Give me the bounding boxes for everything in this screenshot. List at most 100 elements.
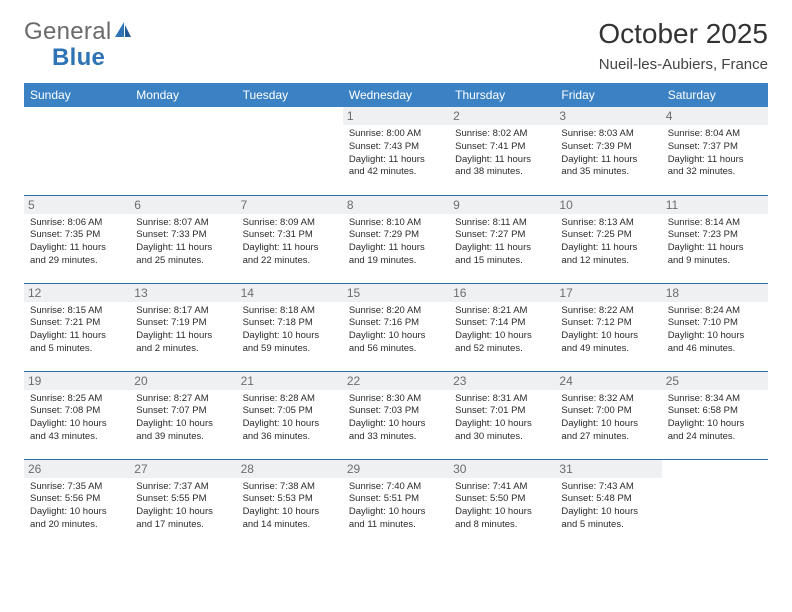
page-header: General October 2025 Nueil-les-Aubiers, … bbox=[24, 18, 768, 73]
day-number: 22 bbox=[343, 372, 449, 390]
day-cell: 9Sunrise: 8:11 AMSunset: 7:27 PMDaylight… bbox=[449, 195, 555, 283]
day-info: Sunrise: 8:03 AMSunset: 7:39 PMDaylight:… bbox=[561, 128, 655, 179]
weekday-header: Thursday bbox=[449, 83, 555, 107]
title-block: October 2025 Nueil-les-Aubiers, France bbox=[598, 18, 768, 73]
day-info: Sunrise: 7:35 AMSunset: 5:56 PMDaylight:… bbox=[30, 481, 124, 532]
day-info: Sunrise: 8:06 AMSunset: 7:35 PMDaylight:… bbox=[30, 217, 124, 268]
day-cell: 8 Sunrise: 8:10 AMSunset: 7:29 PMDaylight… bbox=[343, 195, 449, 283]
daylight-text: Daylight: 10 hours and 24 minutes. bbox=[668, 418, 762, 444]
day-cell: 31Sunrise: 7:43 AMSunset: 5:48 PMDayligh… bbox=[555, 459, 661, 547]
sunset-text: Sunset: 7:27 PM bbox=[455, 229, 549, 242]
day-cell: 14Sunrise: 8:18 AMSunset: 7:18 PMDayligh… bbox=[237, 283, 343, 371]
day-info: Sunrise: 8:15 AMSunset: 7:21 PMDaylight:… bbox=[30, 305, 124, 356]
sunset-text: Sunset: 7:12 PM bbox=[561, 317, 655, 330]
daylight-text: Daylight: 10 hours and 36 minutes. bbox=[243, 418, 337, 444]
sunrise-text: Sunrise: 8:25 AM bbox=[30, 393, 124, 406]
day-cell: 17Sunrise: 8:22 AMSunset: 7:12 PMDayligh… bbox=[555, 283, 661, 371]
day-cell bbox=[237, 107, 343, 195]
day-number: 27 bbox=[130, 460, 236, 478]
day-info: Sunrise: 8:13 AMSunset: 7:25 PMDaylight:… bbox=[561, 217, 655, 268]
day-cell: 3 Sunrise: 8:03 AMSunset: 7:39 PMDaylight… bbox=[555, 107, 661, 195]
sunset-text: Sunset: 7:21 PM bbox=[30, 317, 124, 330]
daylight-text: Daylight: 11 hours and 2 minutes. bbox=[136, 330, 230, 356]
sunset-text: Sunset: 7:10 PM bbox=[668, 317, 762, 330]
sunset-text: Sunset: 7:16 PM bbox=[349, 317, 443, 330]
daylight-text: Daylight: 11 hours and 42 minutes. bbox=[349, 154, 443, 180]
daylight-text: Daylight: 10 hours and 59 minutes. bbox=[243, 330, 337, 356]
sunset-text: Sunset: 7:14 PM bbox=[455, 317, 549, 330]
sunrise-text: Sunrise: 8:00 AM bbox=[349, 128, 443, 141]
day-cell: 20Sunrise: 8:27 AMSunset: 7:07 PMDayligh… bbox=[130, 371, 236, 459]
day-cell: 16 Sunrise: 8:21 AMSunset: 7:14 PMDayligh… bbox=[449, 283, 555, 371]
day-cell: 27Sunrise: 7:37 AMSunset: 5:55 PMDayligh… bbox=[130, 459, 236, 547]
day-number: 8 bbox=[343, 196, 449, 214]
sunrise-text: Sunrise: 8:34 AM bbox=[668, 393, 762, 406]
sunset-text: Sunset: 7:00 PM bbox=[561, 405, 655, 418]
sunset-text: Sunset: 5:51 PM bbox=[349, 493, 443, 506]
day-cell: 24 Sunrise: 8:32 AMSunset: 7:00 PMDayligh… bbox=[555, 371, 661, 459]
sunrise-text: Sunrise: 8:06 AM bbox=[30, 217, 124, 230]
weekday-header: Saturday bbox=[662, 83, 768, 107]
sunset-text: Sunset: 7:29 PM bbox=[349, 229, 443, 242]
daylight-text: Daylight: 11 hours and 29 minutes. bbox=[30, 242, 124, 268]
sunset-text: Sunset: 5:48 PM bbox=[561, 493, 655, 506]
sunrise-text: Sunrise: 7:43 AM bbox=[561, 481, 655, 494]
day-cell: 30Sunrise: 7:41 AMSunset: 5:50 PMDayligh… bbox=[449, 459, 555, 547]
sunset-text: Sunset: 7:41 PM bbox=[455, 141, 549, 154]
day-number: 24 bbox=[555, 372, 661, 390]
day-info: Sunrise: 7:43 AMSunset: 5:48 PMDaylight:… bbox=[561, 481, 655, 532]
day-number: 7 bbox=[237, 196, 343, 214]
sunrise-text: Sunrise: 8:11 AM bbox=[455, 217, 549, 230]
daylight-text: Daylight: 10 hours and 49 minutes. bbox=[561, 330, 655, 356]
day-info: Sunrise: 8:02 AMSunset: 7:41 PMDaylight:… bbox=[455, 128, 549, 179]
calendar-page: General October 2025 Nueil-les-Aubiers, … bbox=[0, 0, 792, 559]
day-cell bbox=[130, 107, 236, 195]
day-info: Sunrise: 8:10 AMSunset: 7:29 PMDaylight:… bbox=[349, 217, 443, 268]
day-info: Sunrise: 8:25 AMSunset: 7:08 PMDaylight:… bbox=[30, 393, 124, 444]
sunrise-text: Sunrise: 8:30 AM bbox=[349, 393, 443, 406]
day-number: 5 bbox=[24, 196, 130, 214]
day-cell: 18Sunrise: 8:24 AMSunset: 7:10 PMDayligh… bbox=[662, 283, 768, 371]
sunrise-text: Sunrise: 8:20 AM bbox=[349, 305, 443, 318]
day-number: 2 bbox=[449, 107, 555, 125]
sunrise-text: Sunrise: 8:31 AM bbox=[455, 393, 549, 406]
day-cell: 28Sunrise: 7:38 AMSunset: 5:53 PMDayligh… bbox=[237, 459, 343, 547]
day-number: 23 bbox=[449, 372, 555, 390]
day-cell: 5 Sunrise: 8:06 AMSunset: 7:35 PMDaylight… bbox=[24, 195, 130, 283]
day-cell: 26Sunrise: 7:35 AMSunset: 5:56 PMDayligh… bbox=[24, 459, 130, 547]
month-title: October 2025 bbox=[598, 18, 768, 50]
sunrise-text: Sunrise: 8:13 AM bbox=[561, 217, 655, 230]
daylight-text: Daylight: 10 hours and 39 minutes. bbox=[136, 418, 230, 444]
day-number: 1 bbox=[343, 107, 449, 125]
day-number: 21 bbox=[237, 372, 343, 390]
sunset-text: Sunset: 7:23 PM bbox=[668, 229, 762, 242]
sunrise-text: Sunrise: 7:38 AM bbox=[243, 481, 337, 494]
sunset-text: Sunset: 7:43 PM bbox=[349, 141, 443, 154]
sunset-text: Sunset: 5:50 PM bbox=[455, 493, 549, 506]
daylight-text: Daylight: 11 hours and 19 minutes. bbox=[349, 242, 443, 268]
weekday-header: Friday bbox=[555, 83, 661, 107]
daylight-text: Daylight: 11 hours and 22 minutes. bbox=[243, 242, 337, 268]
sunset-text: Sunset: 7:39 PM bbox=[561, 141, 655, 154]
daylight-text: Daylight: 11 hours and 32 minutes. bbox=[668, 154, 762, 180]
sunrise-text: Sunrise: 7:35 AM bbox=[30, 481, 124, 494]
day-info: Sunrise: 8:22 AMSunset: 7:12 PMDaylight:… bbox=[561, 305, 655, 356]
day-number: 16 bbox=[449, 284, 555, 302]
day-info: Sunrise: 8:32 AMSunset: 7:00 PMDaylight:… bbox=[561, 393, 655, 444]
sunset-text: Sunset: 5:55 PM bbox=[136, 493, 230, 506]
day-cell: 21Sunrise: 8:28 AMSunset: 7:05 PMDayligh… bbox=[237, 371, 343, 459]
sunset-text: Sunset: 5:53 PM bbox=[243, 493, 337, 506]
sunrise-text: Sunrise: 8:04 AM bbox=[668, 128, 762, 141]
week-row: 19Sunrise: 8:25 AMSunset: 7:08 PMDayligh… bbox=[24, 371, 768, 459]
day-number: 3 bbox=[555, 107, 661, 125]
daylight-text: Daylight: 10 hours and 43 minutes. bbox=[30, 418, 124, 444]
day-cell: 25Sunrise: 8:34 AMSunset: 6:58 PMDayligh… bbox=[662, 371, 768, 459]
day-cell: 4Sunrise: 8:04 AMSunset: 7:37 PMDaylight… bbox=[662, 107, 768, 195]
day-number: 29 bbox=[343, 460, 449, 478]
sunset-text: Sunset: 6:58 PM bbox=[668, 405, 762, 418]
day-info: Sunrise: 8:21 AMSunset: 7:14 PMDaylight:… bbox=[455, 305, 549, 356]
day-number: 20 bbox=[130, 372, 236, 390]
day-info: Sunrise: 7:41 AMSunset: 5:50 PMDaylight:… bbox=[455, 481, 549, 532]
daylight-text: Daylight: 11 hours and 25 minutes. bbox=[136, 242, 230, 268]
daylight-text: Daylight: 10 hours and 20 minutes. bbox=[30, 506, 124, 532]
